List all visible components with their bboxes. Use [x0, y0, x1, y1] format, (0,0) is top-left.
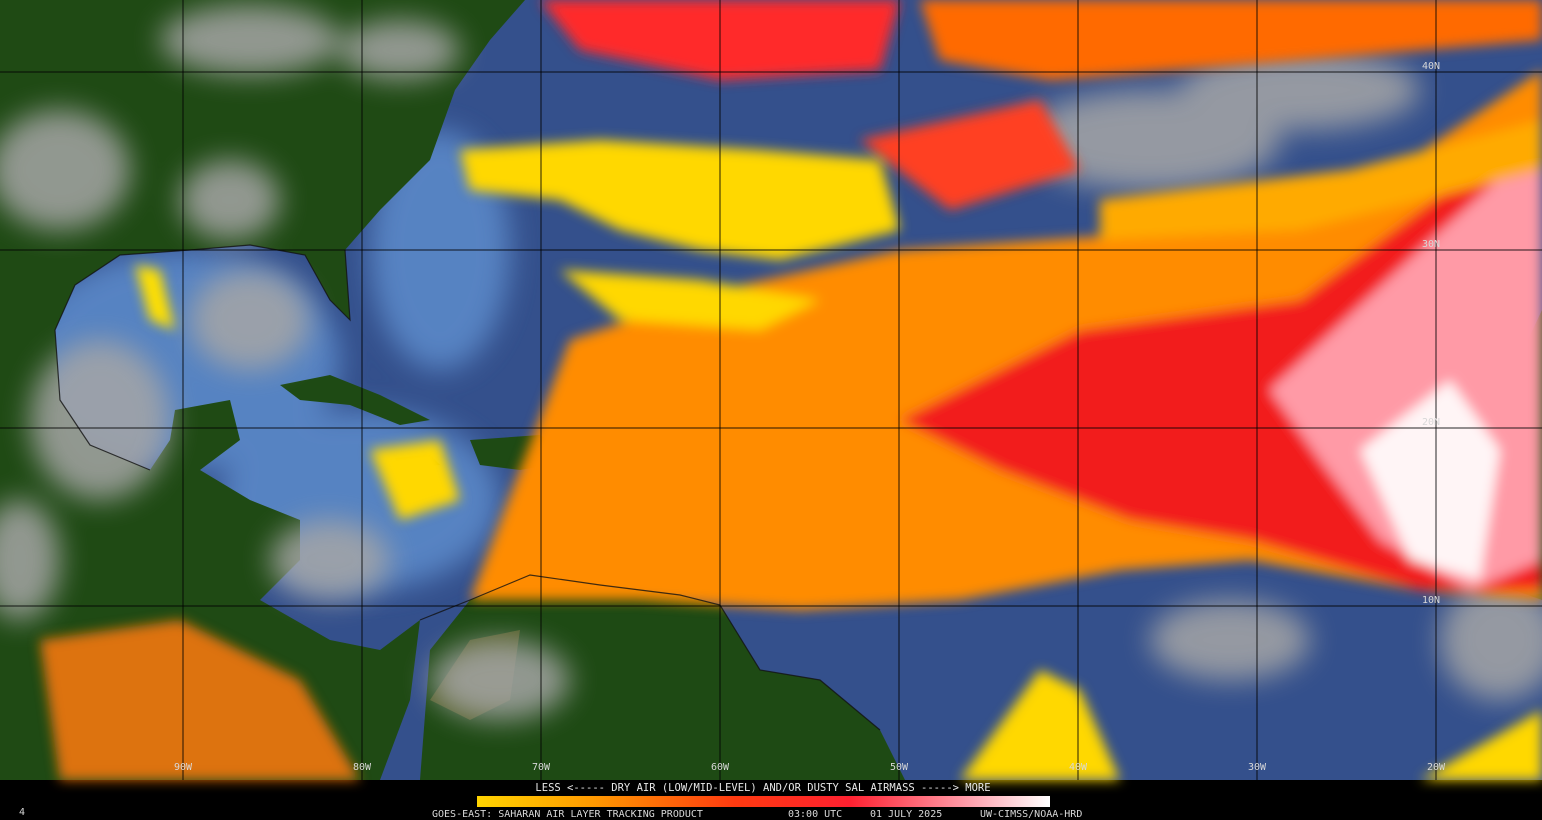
corner-label: 4: [19, 807, 25, 818]
product-name: GOES-EAST: SAHARAN AIR LAYER TRACKING PR…: [432, 809, 703, 820]
longitude-label: 20W: [1427, 762, 1446, 773]
longitude-label: 30W: [1248, 762, 1267, 773]
latitude-label: 40N: [1422, 61, 1440, 72]
legend-caption: LESS <----- DRY AIR (LOW/MID-LEVEL) AND/…: [535, 782, 990, 794]
longitude-label: 50W: [890, 762, 909, 773]
credit-label: UW-CIMSS/NOAA-HRD: [980, 809, 1082, 820]
latitude-label: 10N: [1422, 595, 1440, 606]
latitude-label: 20N: [1422, 417, 1440, 428]
longitude-label: 60W: [711, 762, 730, 773]
latitude-label: 30N: [1422, 239, 1440, 250]
time-label: 03:00 UTC: [788, 809, 842, 820]
longitude-label: 90W: [174, 762, 193, 773]
longitude-label: 40W: [1069, 762, 1088, 773]
graticule: 90W 80W 70W 60W 50W 40W 30W 20W 40N 30N 20N 10N: [0, 0, 1542, 780]
date-label: 01 JULY 2025: [870, 809, 942, 820]
map-imagery: [0, 0, 1542, 780]
longitude-label: 80W: [353, 762, 372, 773]
longitude-label: 70W: [532, 762, 551, 773]
color-bar: [477, 796, 1050, 807]
